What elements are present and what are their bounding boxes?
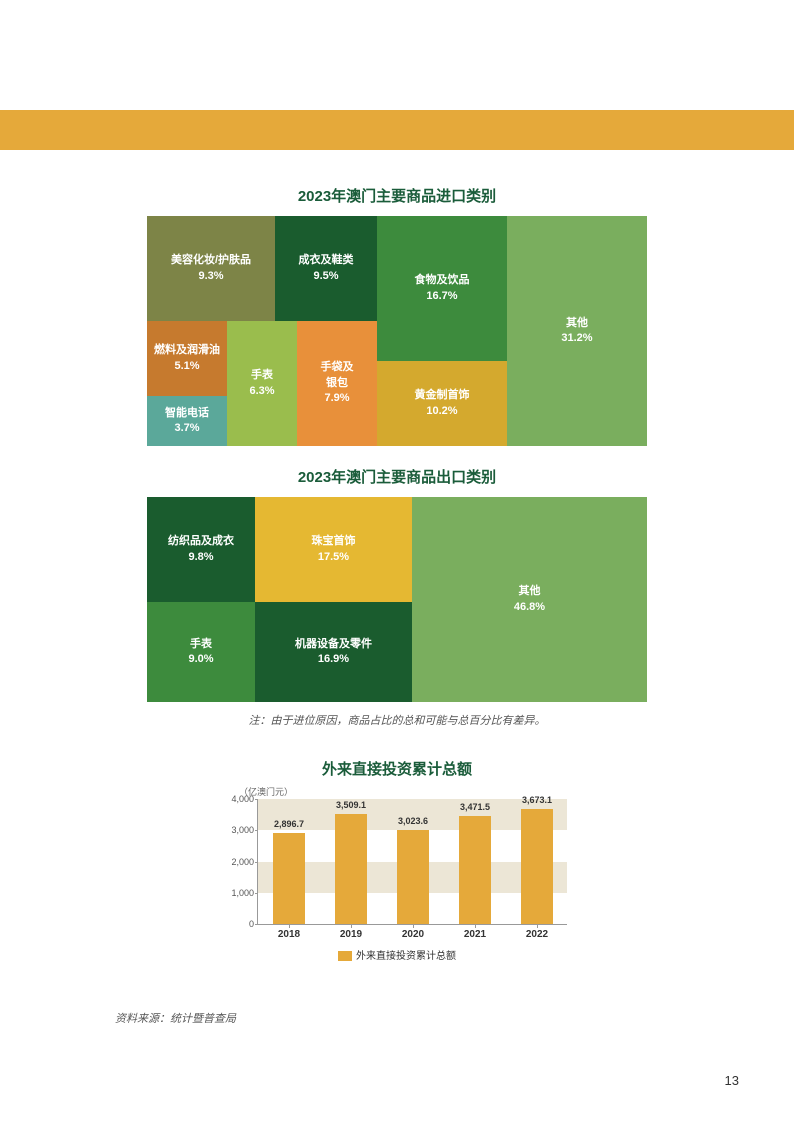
legend-label: 外来直接投资累计总额 [356, 951, 456, 962]
x-tick-label: 2021 [464, 929, 486, 940]
cell-percent: 3.7% [174, 421, 199, 436]
bar-chart: 外来直接投资累计总额 （亿澳门元） 01,0002,0003,0004,0002… [227, 758, 567, 962]
cell-label: 其他 [566, 316, 588, 331]
imports-treemap: 美容化妆/护肤品9.3%成衣及鞋类9.5%食物及饮品16.7%其他31.2%燃料… [147, 216, 647, 446]
cell-percent: 9.3% [198, 269, 223, 284]
cell-label: 纺织品及成衣 [168, 534, 234, 549]
treemap-cell: 食物及饮品16.7% [377, 216, 507, 361]
x-tick-label: 2019 [340, 929, 362, 940]
x-tick-mark [289, 924, 290, 928]
treemap-cell: 手表9.0% [147, 602, 255, 702]
y-tick: 0 [222, 919, 254, 929]
cell-label: 黄金制首饰 [415, 388, 470, 403]
treemap-cell: 其他46.8% [412, 497, 647, 702]
cell-label: 美容化妆/护肤品 [171, 253, 251, 268]
x-tick-mark [475, 924, 476, 928]
y-tick: 1,000 [222, 888, 254, 898]
x-tick-label: 2020 [402, 929, 424, 940]
x-tick-label: 2022 [526, 929, 548, 940]
cell-percent: 9.8% [188, 550, 213, 565]
cell-label: 食物及饮品 [415, 273, 470, 288]
main-content: 2023年澳门主要商品进口类别 美容化妆/护肤品9.3%成衣及鞋类9.5%食物及… [0, 185, 794, 962]
cell-percent: 7.9% [324, 391, 349, 406]
exports-treemap: 纺织品及成衣9.8%手表9.0%珠宝首饰17.5%机器设备及零件16.9%其他4… [147, 497, 647, 702]
treemap-cell: 其他31.2% [507, 216, 647, 446]
cell-percent: 46.8% [514, 600, 545, 615]
cell-label: 机器设备及零件 [295, 637, 372, 652]
treemap-cell: 成衣及鞋类9.5% [275, 216, 377, 321]
treemap-cell: 美容化妆/护肤品9.3% [147, 216, 275, 321]
cell-percent: 10.2% [426, 404, 457, 419]
cell-percent: 17.5% [318, 550, 349, 565]
cell-percent: 9.5% [313, 269, 338, 284]
x-tick-mark [537, 924, 538, 928]
legend-swatch [338, 951, 352, 961]
cell-percent: 16.9% [318, 652, 349, 667]
bar: 3,471.5 [459, 816, 491, 924]
treemap-cell: 机器设备及零件16.9% [255, 602, 412, 702]
treemap-cell: 手表6.3% [227, 321, 297, 446]
treemap-cell: 燃料及润滑油5.1% [147, 321, 227, 396]
cell-label: 手袋及 银包 [321, 360, 354, 391]
cell-label: 其他 [519, 584, 541, 599]
cell-percent: 16.7% [426, 289, 457, 304]
bar: 3,509.1 [335, 814, 367, 924]
cell-label: 手表 [251, 368, 273, 383]
cell-label: 智能电话 [165, 406, 209, 421]
treemap-cell: 珠宝首饰17.5% [255, 497, 412, 602]
header-bar [0, 110, 794, 150]
bar-value: 3,471.5 [460, 802, 490, 812]
y-tick: 3,000 [222, 825, 254, 835]
cell-percent: 5.1% [174, 359, 199, 374]
footnote: 注：由于进位原因，商品占比的总和可能与总百分比有差异。 [0, 712, 794, 728]
x-tick-mark [351, 924, 352, 928]
bar-value: 2,896.7 [274, 819, 304, 829]
treemap-cell: 智能电话3.7% [147, 396, 227, 446]
source-citation: 资料来源：统计暨普查局 [115, 1010, 236, 1026]
cell-label: 手表 [190, 637, 212, 652]
cell-label: 珠宝首饰 [312, 534, 356, 549]
bar-chart-unit: （亿澳门元） [239, 785, 567, 798]
cell-label: 燃料及润滑油 [154, 343, 220, 358]
y-tick: 4,000 [222, 794, 254, 804]
bar-value: 3,673.1 [522, 795, 552, 805]
x-tick-label: 2018 [278, 929, 300, 940]
treemap-cell: 纺织品及成衣9.8% [147, 497, 255, 602]
cell-percent: 6.3% [249, 384, 274, 399]
imports-title: 2023年澳门主要商品进口类别 [0, 185, 794, 206]
y-tick: 2,000 [222, 857, 254, 867]
bar: 3,023.6 [397, 830, 429, 924]
exports-title: 2023年澳门主要商品出口类别 [0, 466, 794, 487]
cell-percent: 31.2% [561, 331, 592, 346]
cell-percent: 9.0% [188, 652, 213, 667]
cell-label: 成衣及鞋类 [299, 253, 354, 268]
treemap-cell: 黄金制首饰10.2% [377, 361, 507, 446]
page-number: 13 [725, 1073, 739, 1088]
x-tick-mark [413, 924, 414, 928]
bar: 2,896.7 [273, 833, 305, 924]
bar-plot: 01,0002,0003,0004,0002,896.720183,509.12… [257, 800, 567, 925]
bar-chart-title: 外来直接投资累计总额 [227, 758, 567, 779]
bar-value: 3,509.1 [336, 800, 366, 810]
bar: 3,673.1 [521, 809, 553, 924]
bar-value: 3,023.6 [398, 816, 428, 826]
bar-legend: 外来直接投资累计总额 [227, 947, 567, 962]
treemap-cell: 手袋及 银包7.9% [297, 321, 377, 446]
